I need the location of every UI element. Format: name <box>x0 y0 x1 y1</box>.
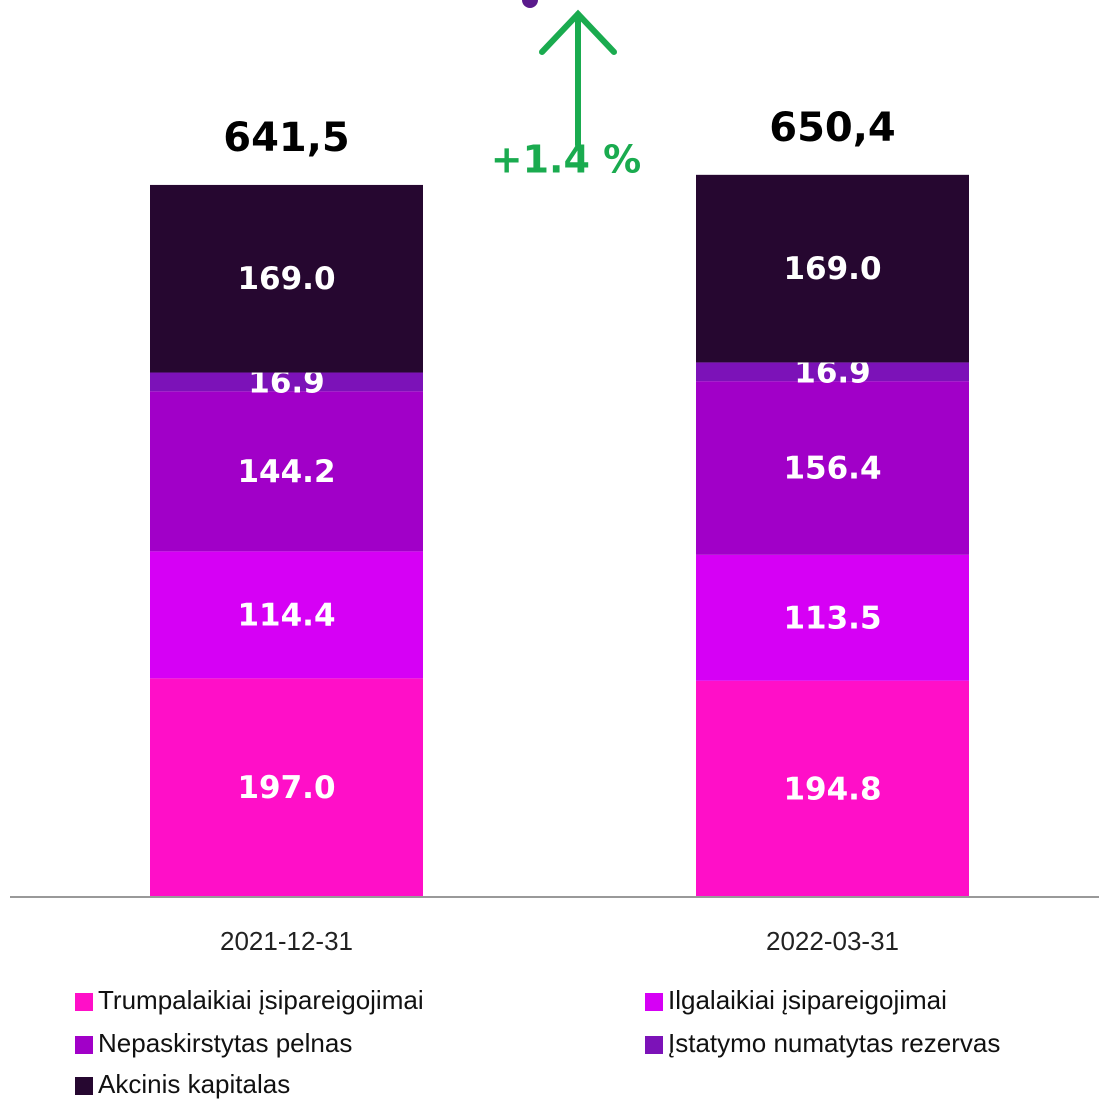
value-label: 114.4 <box>237 597 335 633</box>
legend-label: Ilgalaikiai įsipareigojimai <box>668 985 947 1015</box>
value-label: 156.4 <box>783 450 881 486</box>
growth-label: +1.4 % <box>491 138 641 182</box>
bar-segment <box>150 391 423 552</box>
x-tick-label: 2021-12-31 <box>220 926 353 956</box>
legend-label: Įstatymo numatytas rezervas <box>668 1028 1000 1058</box>
value-label: 169.0 <box>237 261 335 297</box>
legend-label: Nepaskirstytas pelnas <box>98 1028 352 1058</box>
value-label: 194.8 <box>783 771 881 807</box>
bar-segment <box>150 372 423 392</box>
legend-label: Akcinis kapitalas <box>98 1069 290 1099</box>
value-label: 197.0 <box>237 770 335 806</box>
x-tick-label: 2022-03-31 <box>766 926 899 956</box>
decoration-dot <box>522 0 538 8</box>
growth-arrow <box>539 9 617 148</box>
bar-segment <box>696 381 969 555</box>
value-label: 144.2 <box>237 454 335 490</box>
legend-swatch <box>75 1036 93 1054</box>
legend-swatch <box>645 1036 663 1054</box>
bar-segment <box>150 184 423 373</box>
legend-swatch <box>75 1077 93 1095</box>
total-label: 650,4 <box>769 105 896 151</box>
legend-label: Trumpalaikiai įsipareigojimai <box>98 985 424 1015</box>
value-label: 113.5 <box>783 600 881 636</box>
legend-swatch <box>645 993 663 1011</box>
bar-segment <box>696 174 969 363</box>
total-label: 641,5 <box>223 115 350 161</box>
bar-segment <box>150 551 423 679</box>
value-label: 169.0 <box>783 251 881 287</box>
bar-segment <box>150 678 423 897</box>
bar-segment <box>696 554 969 681</box>
legend-swatch <box>75 993 93 1011</box>
bar-segment <box>696 362 969 382</box>
bar-segment <box>696 680 969 897</box>
